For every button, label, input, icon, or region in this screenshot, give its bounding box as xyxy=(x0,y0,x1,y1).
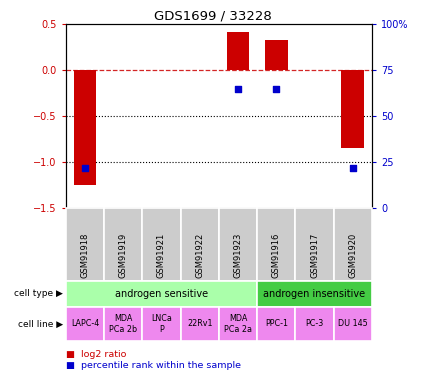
Text: GSM91921: GSM91921 xyxy=(157,232,166,278)
Text: GSM91917: GSM91917 xyxy=(310,232,319,278)
Bar xyxy=(74,70,96,185)
Text: GSM91922: GSM91922 xyxy=(195,232,204,278)
Text: DU 145: DU 145 xyxy=(338,320,368,328)
Text: GSM91918: GSM91918 xyxy=(80,232,90,278)
Text: GSM91919: GSM91919 xyxy=(119,232,128,278)
Text: GSM91923: GSM91923 xyxy=(233,232,243,278)
Point xyxy=(273,86,280,92)
Text: PC-3: PC-3 xyxy=(306,320,323,328)
Text: ■  percentile rank within the sample: ■ percentile rank within the sample xyxy=(66,361,241,370)
Text: cell type ▶: cell type ▶ xyxy=(14,290,63,298)
Bar xyxy=(227,32,249,70)
Text: LNCa
P: LNCa P xyxy=(151,314,172,334)
Bar xyxy=(341,70,364,148)
Text: LAPC-4: LAPC-4 xyxy=(71,320,99,328)
Text: ■  log2 ratio: ■ log2 ratio xyxy=(66,350,126,359)
Point xyxy=(82,165,88,171)
Text: androgen sensitive: androgen sensitive xyxy=(115,289,208,299)
Text: androgen insensitive: androgen insensitive xyxy=(264,289,366,299)
Text: GDS1699 / 33228: GDS1699 / 33228 xyxy=(153,9,272,22)
Text: GSM91916: GSM91916 xyxy=(272,232,281,278)
Text: 22Rv1: 22Rv1 xyxy=(187,320,212,328)
Point xyxy=(349,165,356,171)
Text: cell line ▶: cell line ▶ xyxy=(18,320,63,328)
Text: PPC-1: PPC-1 xyxy=(265,320,288,328)
Text: MDA
PCa 2b: MDA PCa 2b xyxy=(109,314,137,334)
Text: GSM91920: GSM91920 xyxy=(348,232,357,278)
Point xyxy=(235,86,241,92)
Bar xyxy=(265,40,288,70)
Text: MDA
PCa 2a: MDA PCa 2a xyxy=(224,314,252,334)
